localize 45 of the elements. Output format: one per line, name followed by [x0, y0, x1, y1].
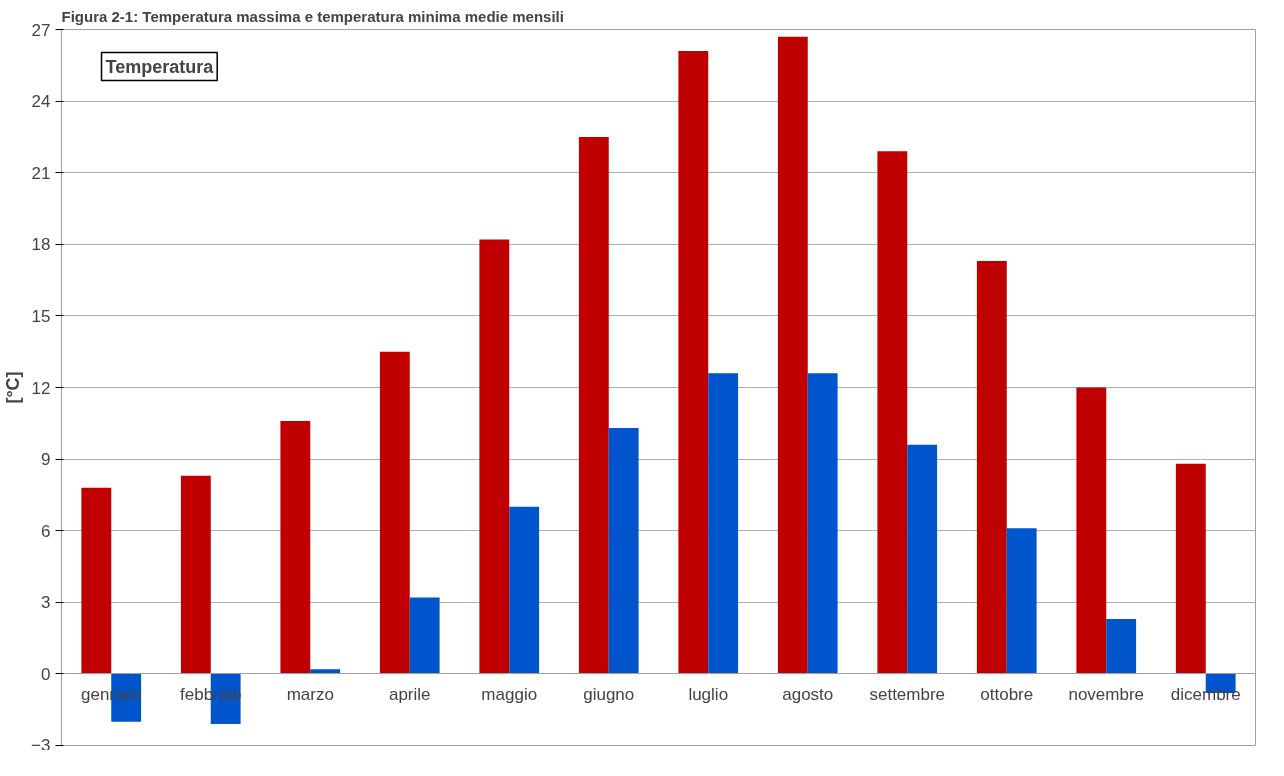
y-tick-label: 12 — [31, 378, 51, 398]
y-tick-label: 15 — [31, 306, 51, 326]
y-axis-title: [°C] — [3, 371, 24, 404]
bar — [777, 36, 808, 674]
bar — [877, 151, 908, 674]
x-tick-label: novembre — [1068, 684, 1145, 704]
bar — [678, 50, 709, 674]
bar — [280, 420, 311, 674]
bar — [976, 261, 1007, 674]
y-tick-label: 21 — [31, 163, 51, 183]
y-tick-label: 24 — [31, 92, 51, 112]
y-tick-label: 18 — [31, 235, 51, 255]
y-tick-label: 0 — [41, 664, 51, 684]
bar — [1006, 528, 1037, 674]
x-tick-label: maggio — [481, 684, 538, 704]
x-tick-label: gennaio — [81, 684, 142, 704]
bar — [81, 487, 112, 674]
bar — [180, 475, 211, 674]
x-tick-label: giugno — [583, 684, 635, 704]
y-tick-label: 9 — [41, 450, 51, 470]
bar — [578, 136, 609, 674]
bar — [807, 373, 838, 674]
bar — [907, 444, 938, 674]
x-tick-label: marzo — [286, 684, 334, 704]
bar — [608, 428, 639, 674]
bar — [379, 351, 410, 674]
annotation: Temperatura — [105, 56, 215, 77]
bar — [409, 597, 440, 674]
x-tick-label: settembre — [869, 684, 946, 704]
y-tick-label: 3 — [41, 593, 51, 613]
x-tick-label: dicembre — [1170, 684, 1241, 704]
bar — [708, 373, 739, 674]
bar — [479, 239, 510, 674]
chart-title: Figura 2-1: Temperatura massima e temperatura minima medie mensili — [61, 7, 564, 25]
bar — [1106, 619, 1137, 674]
bar — [509, 506, 540, 674]
bar — [1076, 387, 1107, 674]
y-tick-label: 27 — [31, 20, 51, 40]
y-tick-label: 6 — [41, 521, 51, 541]
x-tick-label: luglio — [688, 684, 729, 704]
x-tick-label: agosto — [782, 684, 834, 704]
bar — [1175, 463, 1206, 674]
x-tick-label: ottobre — [980, 684, 1034, 704]
x-tick-label: aprile — [388, 684, 431, 704]
y-tick-label: −3 — [31, 735, 51, 755]
